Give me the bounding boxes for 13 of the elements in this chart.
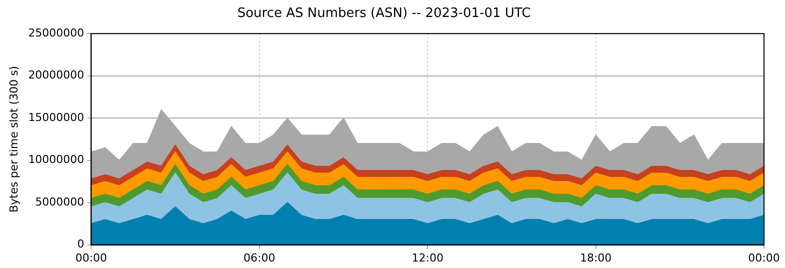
y-tick-label: 0: [77, 238, 84, 251]
y-tick-label: 5000000: [35, 195, 84, 208]
chart-title: Source AS Numbers (ASN) -- 2023-01-01 UTC: [237, 6, 531, 22]
y-tick-label: 15000000: [28, 110, 84, 124]
x-tick-label: 18:00: [580, 251, 612, 264]
x-tick-label: 12:00: [412, 251, 444, 264]
y-tick-label: 20000000: [28, 68, 84, 82]
x-tick-label: 00:00: [75, 251, 108, 264]
x-tick-label: 06:00: [244, 251, 276, 264]
y-tick-label: 10000000: [28, 153, 84, 166]
y-tick-label: 25000000: [28, 26, 84, 40]
y-axis-title: Bytes per time slot (300 s): [7, 66, 20, 213]
x-tick-label: 00:00: [748, 251, 780, 264]
